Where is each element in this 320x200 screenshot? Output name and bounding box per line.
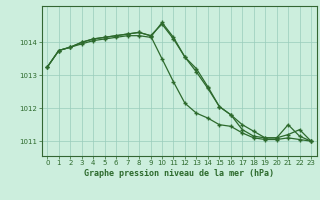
X-axis label: Graphe pression niveau de la mer (hPa): Graphe pression niveau de la mer (hPa): [84, 169, 274, 178]
